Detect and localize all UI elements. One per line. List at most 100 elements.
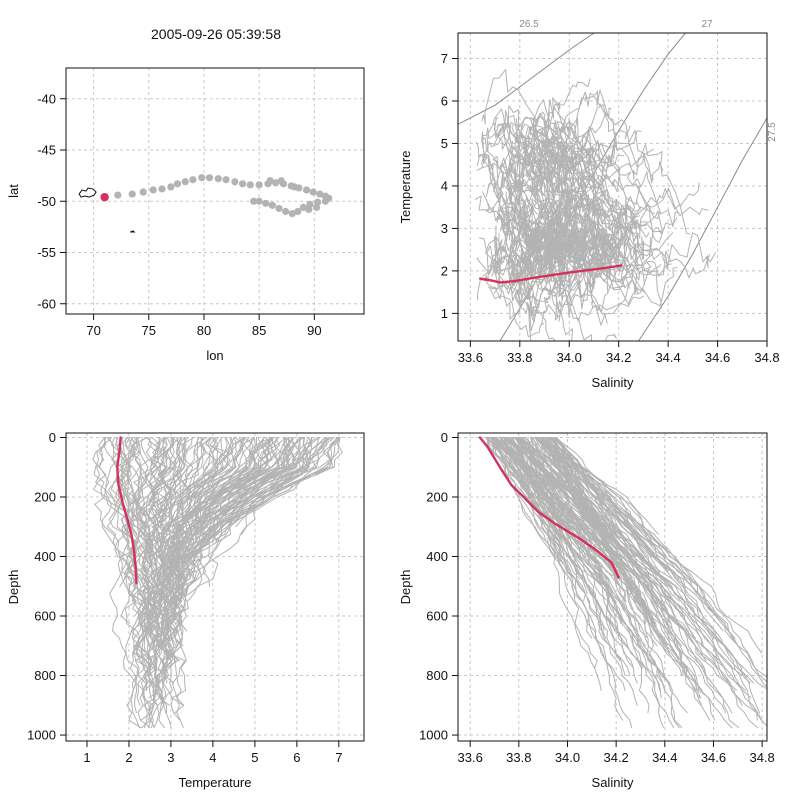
history-profile (496, 206, 533, 268)
history-profile (492, 437, 606, 580)
track-point (268, 201, 276, 209)
track-point (189, 176, 197, 184)
isopycnal-label: 26.5 (519, 19, 539, 30)
history-profile (518, 119, 655, 172)
x-tick-label: 34.0 (555, 750, 580, 765)
y-tick-label: 600 (34, 609, 56, 624)
history-profile (214, 437, 300, 520)
history-profile (479, 237, 536, 278)
plot-frame (65, 432, 365, 742)
y-tick-label: 1000 (419, 728, 448, 743)
x-tick-label: 34.4 (652, 750, 677, 765)
history-profile (485, 161, 559, 255)
history-profile (549, 243, 593, 341)
map-panel: 70 75 80 85 90 -40 -45 -50 -55 -60 lon lat (6, 67, 365, 363)
x-tick-label: 5 (251, 750, 258, 765)
history-profile (151, 437, 205, 565)
y-tick-label: -40 (37, 91, 56, 106)
history-profile (148, 437, 232, 580)
track-point (222, 176, 230, 184)
history-profile (202, 437, 341, 587)
history-profile (557, 125, 631, 175)
history-profile (518, 129, 606, 202)
isopycnal-label: 27 (701, 19, 713, 30)
y-tick-label: 1 (441, 306, 448, 321)
history-profile (543, 94, 642, 151)
history-profile (183, 437, 290, 557)
history-profile (485, 437, 631, 676)
history-profile (492, 156, 531, 277)
track-point (250, 197, 258, 205)
x-tick-label: 90 (307, 323, 321, 338)
x-tick-label: 34.8 (754, 350, 779, 365)
history-profile (491, 260, 569, 320)
track-point (321, 197, 329, 205)
current-position-point (100, 192, 109, 202)
x-axis-label: Salinity (592, 775, 634, 790)
history-profile (509, 202, 600, 289)
track-point (173, 180, 182, 188)
history-profile (511, 158, 678, 243)
y-tick-label: 2 (441, 263, 448, 278)
track-point (255, 181, 263, 189)
y-tick-label: 800 (426, 668, 448, 683)
history-profile (485, 437, 664, 729)
x-tick-label: 34.4 (655, 350, 680, 365)
track-point (294, 207, 302, 216)
track-point (214, 175, 222, 183)
temp-depth-content (92, 436, 343, 729)
history-profile (485, 236, 522, 277)
x-tick-label: 1 (83, 750, 90, 765)
history-profiles (485, 437, 767, 729)
isopycnal-line (458, 33, 595, 125)
history-profile (530, 243, 619, 317)
history-profile (549, 437, 662, 587)
history-profile (98, 437, 130, 580)
track-point (205, 174, 214, 182)
track-point (128, 190, 136, 198)
islet-coastline (130, 230, 136, 233)
history-profile (169, 437, 214, 595)
history-profile (500, 122, 565, 234)
y-tick-label: 5 (441, 136, 448, 151)
history-profile (516, 437, 683, 676)
track-point (181, 178, 189, 186)
y-tick-label: 1000 (27, 728, 56, 743)
temperature-depth-panel: 1 2 3 4 5 6 7 0 200 400 600 800 1000 Temperature Depth (6, 430, 365, 790)
sal-depth-content (478, 436, 767, 729)
history-profile (554, 437, 724, 632)
history-profile (170, 437, 193, 714)
y-tick-label: 200 (34, 489, 56, 504)
x-tick-label: 34.2 (606, 350, 631, 365)
history-profile (530, 128, 709, 217)
history-profile (165, 437, 329, 610)
x-tick-label: 33.6 (458, 750, 483, 765)
history-profile (554, 437, 743, 676)
history-profile (539, 197, 680, 266)
track-point (277, 177, 285, 185)
x-axis-label: Temperature (179, 775, 252, 790)
history-profile (555, 192, 716, 270)
y-axis-label: Depth (398, 570, 413, 605)
x-tick-label: 34.6 (701, 750, 726, 765)
history-profile (532, 437, 636, 557)
x-tick-label: 7 (335, 750, 342, 765)
history-profile (169, 437, 328, 647)
history-profile (542, 437, 767, 678)
history-profile (155, 437, 343, 684)
y-tick-label: 4 (441, 178, 448, 193)
history-profile (489, 233, 612, 338)
track-point (262, 199, 270, 207)
x-tick-label: 85 (252, 323, 266, 338)
x-tick-label: 34.2 (603, 750, 628, 765)
x-tick-label: 2 (125, 750, 132, 765)
plot-frame (457, 432, 768, 742)
history-profile (548, 437, 758, 721)
track-point (312, 203, 321, 211)
history-profile (539, 188, 648, 243)
y-axis-label: lat (6, 184, 21, 198)
heard-island-coastline (78, 187, 97, 198)
isopycnal-label: 27.5 (767, 122, 778, 142)
history-profile (171, 437, 246, 528)
